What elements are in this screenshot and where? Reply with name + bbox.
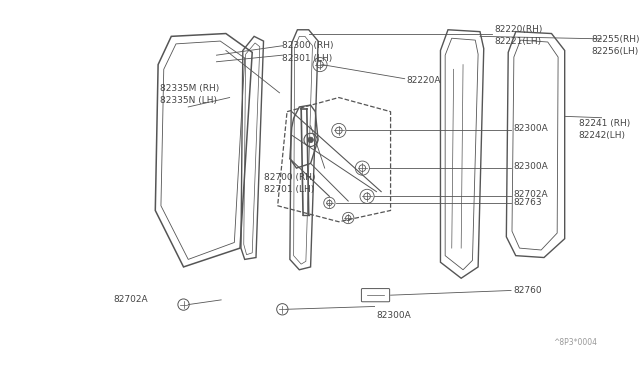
- Text: 82255(RH): 82255(RH): [591, 35, 639, 44]
- FancyBboxPatch shape: [362, 289, 390, 302]
- Text: 82220A: 82220A: [406, 76, 441, 85]
- Text: 82300 (RH): 82300 (RH): [282, 41, 334, 50]
- Text: 82300A: 82300A: [513, 162, 548, 171]
- Text: 82221(LH): 82221(LH): [494, 36, 541, 45]
- Text: 82760: 82760: [513, 286, 541, 295]
- Text: 82256(LH): 82256(LH): [591, 47, 638, 56]
- Text: 82335M (RH): 82335M (RH): [160, 84, 220, 93]
- Text: 82300A: 82300A: [376, 311, 412, 320]
- Text: 82702A: 82702A: [113, 295, 148, 304]
- Text: 82301 (LH): 82301 (LH): [282, 54, 333, 62]
- Text: 82702A: 82702A: [513, 190, 548, 199]
- Text: 82220(RH): 82220(RH): [494, 25, 543, 34]
- Text: 82241 (RH): 82241 (RH): [579, 119, 630, 128]
- Text: 82300A: 82300A: [513, 124, 548, 133]
- Text: 82700 (RH): 82700 (RH): [264, 173, 315, 182]
- Text: 82242(LH): 82242(LH): [579, 131, 626, 140]
- Text: 82701 (LH): 82701 (LH): [264, 185, 314, 194]
- Circle shape: [308, 137, 314, 143]
- Text: ^8P3*0004: ^8P3*0004: [554, 338, 598, 347]
- Text: 82335N (LH): 82335N (LH): [160, 96, 217, 105]
- Text: 82763: 82763: [513, 198, 541, 208]
